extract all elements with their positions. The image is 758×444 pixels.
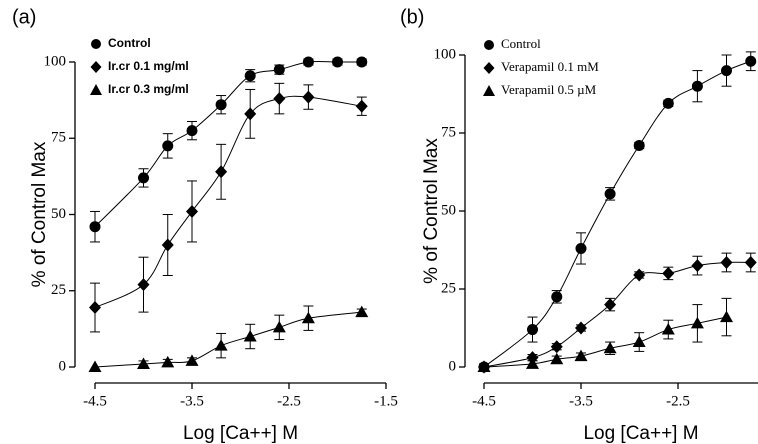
legend-marker xyxy=(484,40,494,50)
x-tick-label: -3.5 xyxy=(180,393,204,409)
marker xyxy=(273,64,285,76)
marker xyxy=(633,268,646,282)
legend-label: Ir.cr 0.1 mg/ml xyxy=(108,59,189,73)
marker xyxy=(662,266,675,280)
fit-curve xyxy=(483,261,751,368)
marker xyxy=(691,80,703,92)
marker xyxy=(355,99,368,113)
marker xyxy=(662,97,674,109)
marker xyxy=(215,165,228,179)
marker xyxy=(332,56,343,68)
y-axis-title: % of Control Max xyxy=(421,138,442,284)
fit-curve xyxy=(94,95,362,308)
marker xyxy=(273,92,286,106)
legend-marker xyxy=(90,84,102,95)
legend-marker xyxy=(483,85,495,96)
marker xyxy=(161,238,174,252)
x-axis-title: Log [Ca++] M xyxy=(583,423,698,444)
y-tick-label: 25 xyxy=(51,282,66,298)
y-tick-label: 25 xyxy=(441,280,456,296)
y-tick-label: 100 xyxy=(434,46,457,62)
y-axis-title: % of Control Max xyxy=(29,141,50,287)
marker xyxy=(161,355,175,368)
marker xyxy=(356,56,368,68)
marker xyxy=(186,125,198,137)
fit-curve xyxy=(483,60,751,368)
marker xyxy=(575,321,587,335)
marker xyxy=(604,298,617,312)
legend-marker xyxy=(483,62,495,74)
marker xyxy=(550,340,563,354)
marker xyxy=(138,172,149,184)
marker xyxy=(633,139,645,151)
marker xyxy=(137,278,150,292)
marker xyxy=(661,323,675,335)
marker xyxy=(137,357,150,369)
marker xyxy=(745,55,757,67)
legend-label: Verapamil 0.5 µM xyxy=(501,82,597,97)
marker xyxy=(302,56,314,68)
marker xyxy=(89,301,101,315)
x-tick-label: -2.5 xyxy=(666,393,690,409)
marker xyxy=(272,320,286,333)
marker xyxy=(690,316,704,329)
marker xyxy=(720,310,733,323)
legend-label: Verapamil 0.1 mM xyxy=(501,59,599,74)
legend-label: Ir.cr 0.3 mg/ml xyxy=(108,82,189,96)
marker xyxy=(88,360,102,372)
x-tick-label: -4.5 xyxy=(83,393,107,409)
y-tick-label: 0 xyxy=(449,358,457,374)
marker xyxy=(604,188,616,200)
marker xyxy=(575,242,587,254)
marker xyxy=(302,90,315,104)
marker xyxy=(477,360,491,372)
marker xyxy=(243,330,257,342)
legend-label: Control xyxy=(501,36,541,51)
y-tick-label: 50 xyxy=(51,206,66,222)
marker xyxy=(214,339,228,351)
marker xyxy=(720,255,733,269)
marker xyxy=(185,354,199,366)
marker xyxy=(574,349,588,362)
marker xyxy=(744,255,757,269)
x-tick-label: -2.5 xyxy=(277,393,301,409)
marker xyxy=(215,99,227,111)
x-tick-label: -4.5 xyxy=(472,393,496,409)
legend-label: Control xyxy=(108,36,151,50)
marker xyxy=(721,65,732,77)
marker xyxy=(691,259,704,273)
x-tick-label: -3.5 xyxy=(569,393,593,409)
legend-marker xyxy=(91,39,101,49)
marker xyxy=(527,324,538,336)
marker xyxy=(301,311,315,324)
marker xyxy=(632,335,646,348)
y-tick-label: 75 xyxy=(51,130,66,146)
marker xyxy=(244,70,256,82)
marker xyxy=(526,357,539,369)
fit-curve xyxy=(94,60,362,228)
y-tick-label: 100 xyxy=(44,53,67,69)
marker xyxy=(244,107,257,121)
x-axis-title: Log [Ca++] M xyxy=(183,423,298,444)
y-tick-label: 0 xyxy=(59,358,67,374)
y-tick-label: 75 xyxy=(441,124,456,140)
legend-marker xyxy=(90,61,102,73)
y-tick-label: 50 xyxy=(441,202,456,218)
marker xyxy=(89,221,101,233)
marker xyxy=(551,291,563,303)
panel-label: (a) xyxy=(12,6,36,28)
marker xyxy=(603,341,617,354)
panel-label: (b) xyxy=(400,6,424,28)
fit-curve xyxy=(94,311,362,368)
marker xyxy=(550,352,564,365)
marker xyxy=(162,140,174,152)
marker xyxy=(186,204,198,218)
x-tick-label: -1.5 xyxy=(374,393,398,409)
marker xyxy=(355,305,369,318)
